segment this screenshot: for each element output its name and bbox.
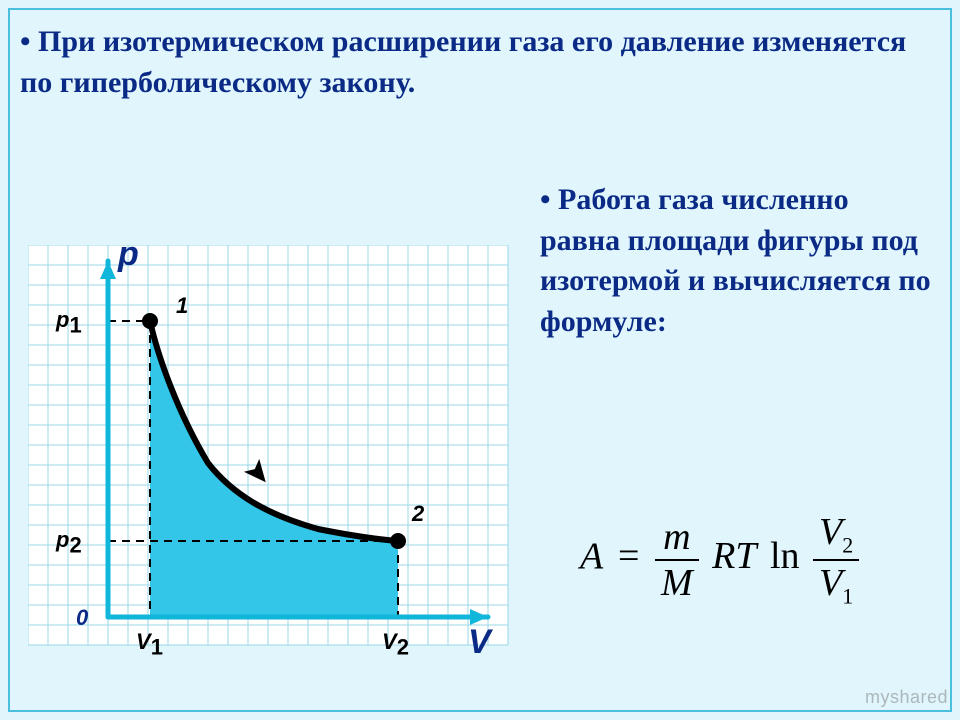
v2-text: V [382, 629, 397, 654]
formula-RT: RT [708, 535, 760, 577]
formula-ln: ln [770, 535, 804, 577]
frac2-num-sub: 2 [842, 533, 853, 558]
top-paragraph: • При изотермическом расширении газа его… [20, 22, 940, 103]
p2-text: р [56, 527, 69, 552]
frac2-num: V2 [813, 510, 859, 561]
v1-text: V [136, 629, 151, 654]
p1-label: р1 [56, 307, 82, 338]
bullet: • [20, 25, 38, 58]
p2-label: р2 [56, 527, 82, 558]
point-1-marker [142, 313, 158, 329]
p-axis-label: р [118, 235, 139, 274]
frac1-num: m [655, 515, 699, 561]
v1-sub: 1 [151, 634, 163, 659]
frac-m-over-M: m M [655, 515, 699, 605]
frac1-den: M [655, 561, 699, 605]
formula-lhs: A [580, 535, 603, 577]
frac-V2-over-V1: V2 V1 [813, 510, 859, 609]
point-1-label: 1 [176, 293, 188, 319]
p1-sub: 1 [69, 312, 81, 337]
right-text-content: Работа газа численно равна площади фигур… [540, 183, 931, 338]
watermark: myshared [865, 687, 948, 708]
right-paragraph: • Работа газа численно равна площади фиг… [540, 180, 936, 342]
formula-eq: = [612, 535, 645, 577]
frac2-den: V1 [813, 561, 859, 610]
v2-sub: 2 [397, 634, 409, 659]
p2-sub: 2 [69, 532, 81, 557]
chart-svg [28, 245, 528, 675]
origin-label: 0 [76, 605, 88, 631]
pv-chart: р V 0 р1 р2 V1 V2 1 2 [28, 245, 528, 675]
frac2-den-sub: 1 [842, 583, 853, 608]
point-2-label: 2 [412, 501, 424, 527]
bullet: • [540, 183, 558, 216]
work-formula: A = m M RT ln V2 V1 [580, 510, 859, 609]
v1-label: V1 [136, 629, 163, 660]
v2-label: V2 [382, 629, 409, 660]
point-2-marker [390, 533, 406, 549]
p1-text: р [56, 307, 69, 332]
frac2-den-v: V [819, 562, 842, 604]
v-axis-label: V [468, 623, 491, 662]
top-text-content: При изотермическом расширении газа его д… [20, 25, 906, 99]
frac2-num-v: V [819, 511, 842, 553]
